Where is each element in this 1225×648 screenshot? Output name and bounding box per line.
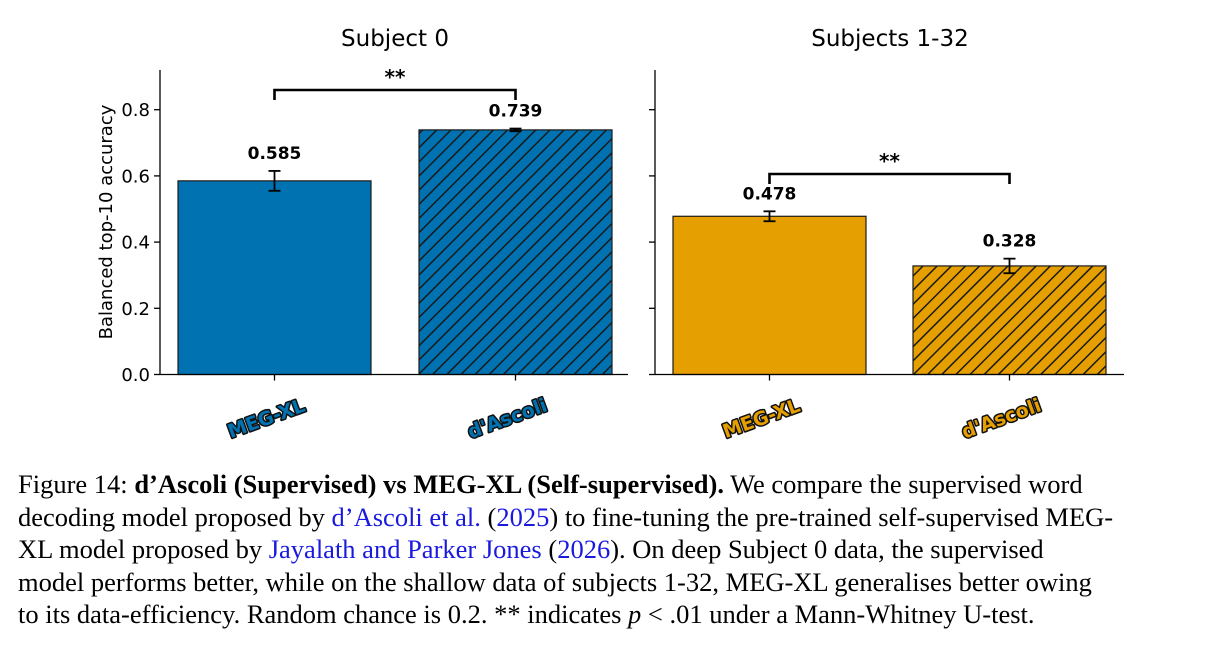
significance-bracket-lines bbox=[273, 88, 517, 100]
caption-line-4: model performs better, while on the shal… bbox=[18, 566, 1092, 597]
error-bar bbox=[268, 170, 281, 192]
citation-link-jayalath[interactable]: Jayalath and Parker Jones bbox=[268, 534, 542, 564]
caption-text: ). On deep Subject 0 data, the supervise… bbox=[610, 534, 1044, 564]
y-tick-label: 0.4 bbox=[121, 233, 150, 254]
figure-caption: Figure 14: d’Ascoli (Supervised) vs MEG-… bbox=[18, 468, 1210, 631]
y-axis-ticks: 0.0 0.2 0.4 0.6 0.8 bbox=[121, 100, 160, 386]
bar-d-ascoli bbox=[418, 129, 613, 376]
caption-line-5: to its data-efficiency. Random chance is… bbox=[18, 598, 1210, 631]
caption-line-2: decoding model proposed by d’Ascoli et a… bbox=[18, 501, 1210, 534]
caption-text: < .01 under a Mann-Whitney U-test. bbox=[641, 599, 1035, 629]
y-tick-label: 0.0 bbox=[121, 365, 150, 386]
error-bars bbox=[763, 210, 1016, 275]
significance-label: ** bbox=[385, 65, 406, 89]
x-axis-label: MEG-XL bbox=[225, 395, 308, 443]
caption-text: ( bbox=[541, 534, 558, 564]
significance-bracket-lines bbox=[768, 172, 1011, 184]
bars bbox=[672, 215, 1107, 376]
caption-figure-number: Figure 14: bbox=[18, 469, 135, 499]
significance-bracket: ** bbox=[768, 149, 1011, 184]
caption-text: decoding model proposed by bbox=[18, 501, 332, 532]
bar-d-ascoli bbox=[912, 265, 1107, 376]
significance-bracket: ** bbox=[273, 65, 517, 100]
bar-meg-xl bbox=[177, 180, 372, 376]
citation-year-link-2026[interactable]: 2026 bbox=[557, 534, 611, 564]
x-axis-label: d'Ascoli bbox=[959, 394, 1044, 443]
x-axis-label: d'Ascoli bbox=[465, 394, 550, 443]
chart-title: Subject 0 bbox=[341, 26, 449, 52]
significance-label: ** bbox=[879, 149, 900, 173]
caption-text: XL model proposed by bbox=[18, 534, 269, 564]
error-bar bbox=[763, 210, 776, 223]
citation-year-link-2025[interactable]: 2025 bbox=[496, 501, 550, 532]
chart-title: Subjects 1-32 bbox=[811, 26, 968, 52]
caption-text: We compare the supervised word bbox=[723, 469, 1083, 499]
chart-panel-subjects-1-32: Subjects 1-32 0.478 0.328 ** MEG-XL d'Asco… bbox=[649, 26, 1124, 445]
y-axis-label: Balanced top-10 accuracy bbox=[96, 104, 117, 339]
x-axis-label: MEG-XL bbox=[720, 395, 803, 443]
caption-p-symbol: p bbox=[628, 599, 642, 629]
y-axis-ticks bbox=[649, 109, 655, 376]
value-label: 0.328 bbox=[983, 232, 1037, 252]
error-bar bbox=[1003, 257, 1016, 275]
value-labels: 0.585 0.739 bbox=[248, 102, 543, 164]
figure: Subject 0 Balanced top-10 accuracy 0.00.… bbox=[96, 26, 1124, 445]
value-label: 0.478 bbox=[743, 184, 797, 204]
y-tick-label: 0.8 bbox=[121, 100, 150, 121]
caption-text: ( bbox=[480, 501, 497, 532]
caption-line-1: Figure 14: d’Ascoli (Supervised) vs MEG-… bbox=[18, 468, 1210, 501]
caption-text: to its data-efficiency. Random chance is… bbox=[18, 599, 629, 629]
citation-link-dascoli[interactable]: d’Ascoli et al. bbox=[331, 501, 481, 532]
bar-meg-xl bbox=[672, 215, 867, 376]
y-tick-label: 0.6 bbox=[121, 166, 150, 187]
error-bars bbox=[268, 127, 522, 192]
value-label: 0.585 bbox=[248, 144, 302, 164]
caption-line-3: XL model proposed by Jayalath and Parker… bbox=[18, 533, 1210, 566]
bars bbox=[177, 129, 613, 376]
chart-panel-subject-0: Subject 0 Balanced top-10 accuracy 0.00.… bbox=[96, 26, 628, 445]
y-tick-label: 0.2 bbox=[121, 299, 150, 320]
value-labels: 0.478 0.328 bbox=[743, 184, 1037, 251]
x-axis-labels: MEG-XL d'Ascoli bbox=[718, 374, 1046, 445]
caption-text: ) to fine-tuning the pre-trained self-su… bbox=[549, 501, 1114, 532]
error-bar bbox=[509, 127, 522, 133]
x-axis-labels: MEG-XL d'Ascoli bbox=[223, 374, 552, 445]
caption-bold-title: d’Ascoli (Supervised) vs MEG-XL (Self-su… bbox=[134, 469, 724, 499]
value-label: 0.739 bbox=[489, 102, 543, 122]
